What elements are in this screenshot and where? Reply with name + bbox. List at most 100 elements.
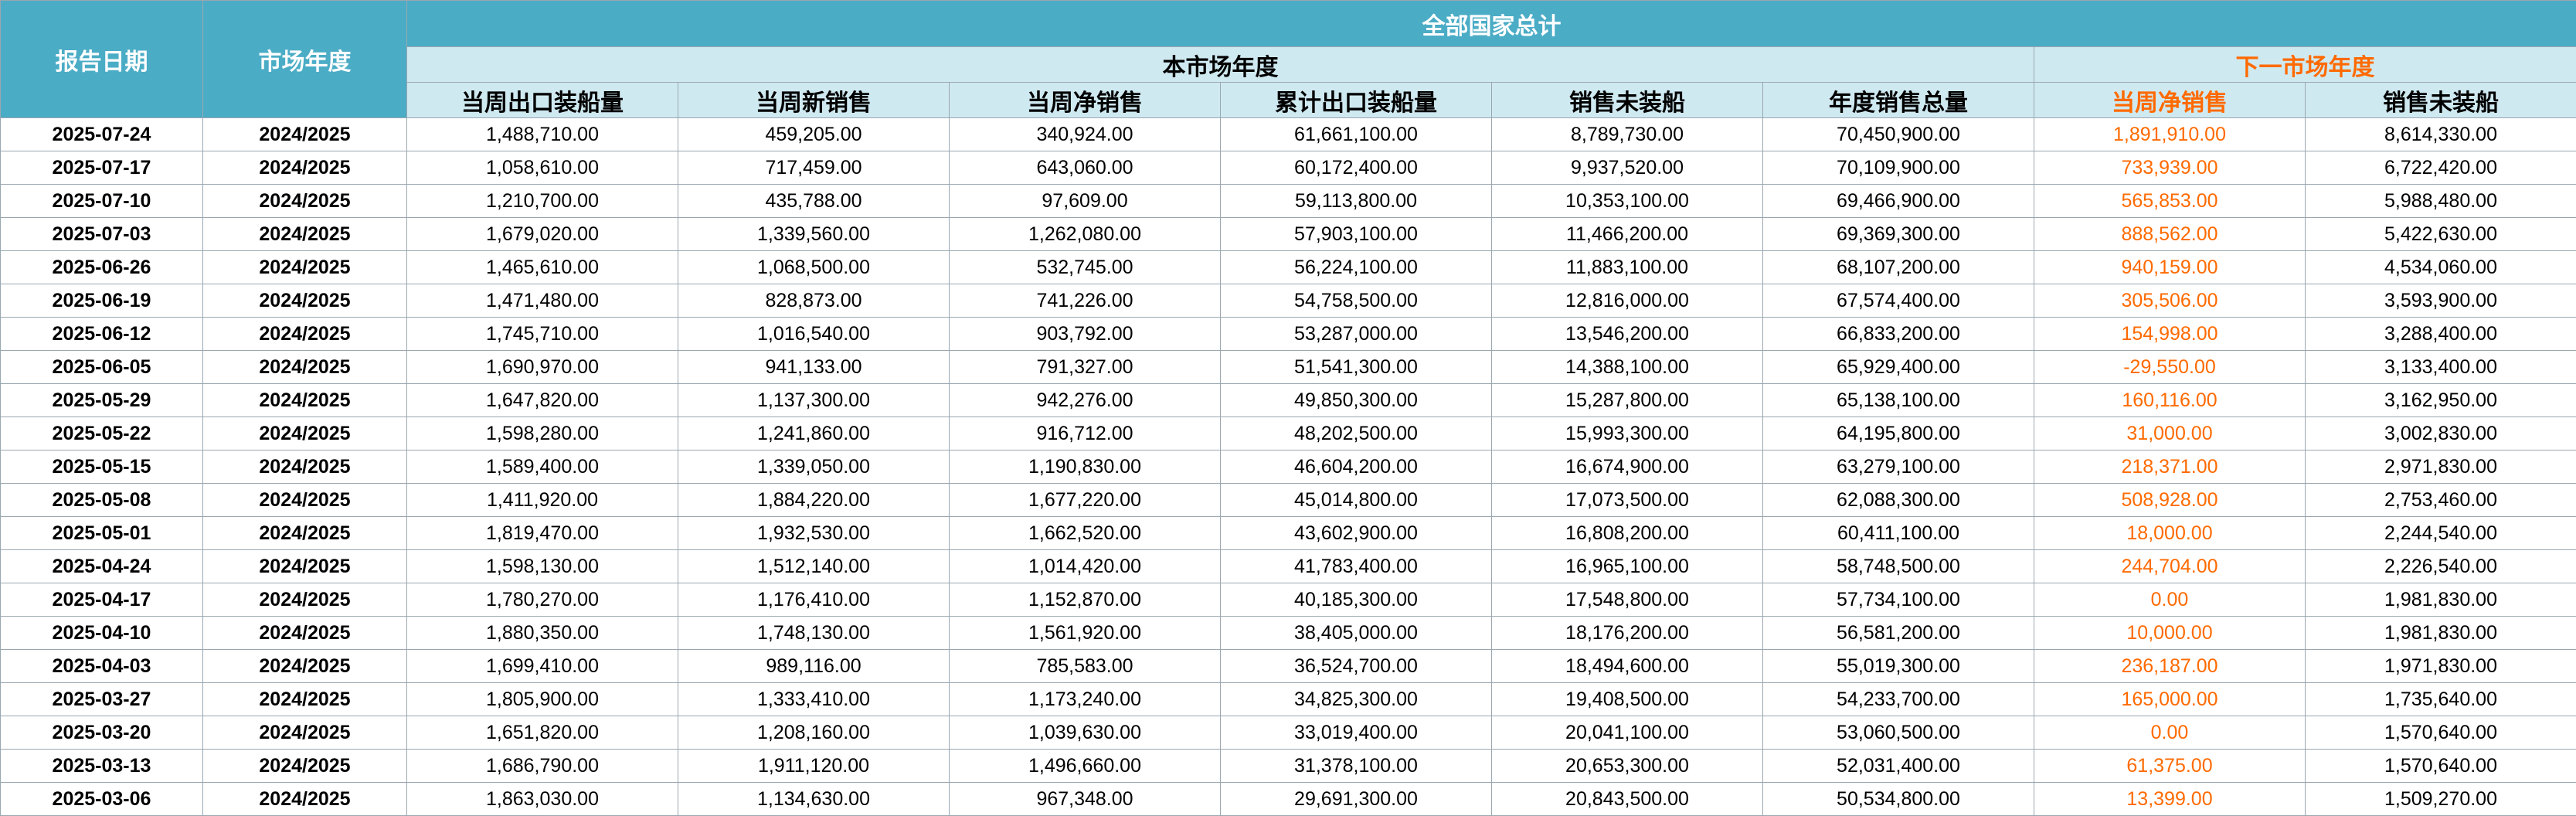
table-cell: 2025-06-12	[0, 317, 203, 351]
table-cell: 828,873.00	[678, 284, 950, 318]
table-cell: 8,789,730.00	[1491, 117, 1763, 151]
table-row: 2025-03-06 2024/2025 1,863,030.00 1,134,630…	[0, 782, 2576, 816]
table-cell: 1,679,020.00	[406, 217, 678, 251]
table-cell: 1,863,030.00	[406, 782, 678, 816]
table-cell: 1,176,410.00	[678, 583, 950, 617]
table-cell: 60,172,400.00	[1220, 151, 1492, 185]
table-cell: 29,691,300.00	[1220, 782, 1492, 816]
table-cell: 2025-04-03	[0, 649, 203, 683]
column-header: 销售未装船	[1491, 82, 1763, 118]
table-cell: 2024/2025	[202, 284, 407, 318]
table-cell: 1,561,920.00	[949, 616, 1221, 650]
table-cell: 1,262,080.00	[949, 217, 1221, 251]
table-cell: 2024/2025	[202, 217, 407, 251]
table-cell: 160,116.00	[2034, 383, 2306, 417]
table-cell: 54,758,500.00	[1220, 284, 1492, 318]
table-cell: 1,014,420.00	[949, 549, 1221, 583]
table-cell: 1,677,220.00	[949, 483, 1221, 517]
table-cell: 1,735,640.00	[2305, 682, 2576, 716]
table-cell: 2025-03-06	[0, 782, 203, 816]
table-title: 全部国家总计	[406, 0, 2576, 47]
table-cell: 0.00	[2034, 583, 2306, 617]
table-row: 2025-03-27 2024/2025 1,805,900.00 1,333,410…	[0, 682, 2576, 716]
table-cell: 643,060.00	[949, 151, 1221, 185]
table-cell: 2024/2025	[202, 749, 407, 783]
table-cell: 1,981,830.00	[2305, 583, 2576, 617]
table-cell: 1,911,120.00	[678, 749, 950, 783]
table-cell: 31,378,100.00	[1220, 749, 1492, 783]
table-cell: 785,583.00	[949, 649, 1221, 683]
table-cell: 1,509,270.00	[2305, 782, 2576, 816]
table-cell: 1,699,410.00	[406, 649, 678, 683]
table-cell: 9,937,520.00	[1491, 151, 1763, 185]
table-row: 2025-07-10 2024/2025 1,210,700.00 435,788.0…	[0, 184, 2576, 218]
table-cell: 2025-03-13	[0, 749, 203, 783]
table-cell: 459,205.00	[678, 117, 950, 151]
table-cell: 2025-06-26	[0, 250, 203, 284]
table-row: 2025-03-13 2024/2025 1,686,790.00 1,911,120…	[0, 749, 2576, 783]
table-cell: 17,548,800.00	[1491, 583, 1763, 617]
table-cell: 19,408,500.00	[1491, 682, 1763, 716]
table-cell: 5,988,480.00	[2305, 184, 2576, 218]
table-cell: 2024/2025	[202, 317, 407, 351]
table-cell: 903,792.00	[949, 317, 1221, 351]
table-cell: 63,279,100.00	[1762, 450, 2034, 484]
table-cell: 1,512,140.00	[678, 549, 950, 583]
table-cell: 1,819,470.00	[406, 516, 678, 550]
table-cell: 8,614,330.00	[2305, 117, 2576, 151]
table-row: 2025-05-01 2024/2025 1,819,470.00 1,932,530…	[0, 516, 2576, 550]
table-cell: 2025-06-05	[0, 350, 203, 384]
table-cell: 45,014,800.00	[1220, 483, 1492, 517]
table-cell: 942,276.00	[949, 383, 1221, 417]
table-cell: 1,152,870.00	[949, 583, 1221, 617]
table-cell: 68,107,200.00	[1762, 250, 2034, 284]
table-cell: 1,173,240.00	[949, 682, 1221, 716]
table-cell: 1,339,560.00	[678, 217, 950, 251]
table-cell: 20,041,100.00	[1491, 716, 1763, 750]
table-row: 2025-06-05 2024/2025 1,690,970.00 941,133.0…	[0, 350, 2576, 384]
table-cell: 1,134,630.00	[678, 782, 950, 816]
table-cell: 2025-07-24	[0, 117, 203, 151]
table-cell: 66,833,200.00	[1762, 317, 2034, 351]
table-cell: 6,722,420.00	[2305, 151, 2576, 185]
table-cell: 57,734,100.00	[1762, 583, 2034, 617]
table-cell: 16,965,100.00	[1491, 549, 1763, 583]
table-cell: 2025-04-24	[0, 549, 203, 583]
table-cell: 2025-07-10	[0, 184, 203, 218]
table-cell: 435,788.00	[678, 184, 950, 218]
table-row: 2025-05-08 2024/2025 1,411,920.00 1,884,220…	[0, 483, 2576, 517]
table-cell: 1,748,130.00	[678, 616, 950, 650]
table-cell: 5,422,630.00	[2305, 217, 2576, 251]
table-cell: 888,562.00	[2034, 217, 2306, 251]
table-cell: 1,411,920.00	[406, 483, 678, 517]
table-cell: 2025-04-10	[0, 616, 203, 650]
header-cell: 报告日期	[0, 0, 203, 118]
column-header: 当周净销售	[949, 82, 1221, 118]
table-cell: 34,825,300.00	[1220, 682, 1492, 716]
table-cell: 2,226,540.00	[2305, 549, 2576, 583]
table-cell: 1,981,830.00	[2305, 616, 2576, 650]
group-header: 本市场年度	[406, 46, 2034, 83]
table-cell: 2024/2025	[202, 184, 407, 218]
table-cell: 49,850,300.00	[1220, 383, 1492, 417]
table-cell: 13,546,200.00	[1491, 317, 1763, 351]
table-cell: 33,019,400.00	[1220, 716, 1492, 750]
table-cell: 56,581,200.00	[1762, 616, 2034, 650]
table-cell: 236,187.00	[2034, 649, 2306, 683]
table-cell: 12,816,000.00	[1491, 284, 1763, 318]
table-cell: 2024/2025	[202, 649, 407, 683]
table-cell: 59,113,800.00	[1220, 184, 1492, 218]
table-cell: 1,190,830.00	[949, 450, 1221, 484]
table-cell: 2024/2025	[202, 682, 407, 716]
table-cell: 1,570,640.00	[2305, 716, 2576, 750]
table-cell: 69,369,300.00	[1762, 217, 2034, 251]
table-row: 2025-07-24 2024/2025 1,488,710.00 459,205.0…	[0, 117, 2576, 151]
table-cell: 2024/2025	[202, 616, 407, 650]
table-cell: 967,348.00	[949, 782, 1221, 816]
table-cell: 2025-04-17	[0, 583, 203, 617]
table-cell: 61,661,100.00	[1220, 117, 1492, 151]
table-cell: 1,208,160.00	[678, 716, 950, 750]
table-cell: 2024/2025	[202, 549, 407, 583]
table-cell: 1,598,280.00	[406, 416, 678, 450]
